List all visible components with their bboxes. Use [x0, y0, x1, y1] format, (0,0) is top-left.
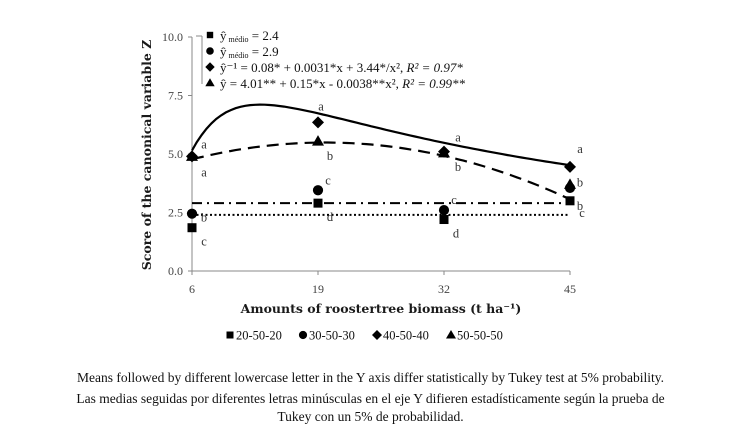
equation-marker-square: [206, 31, 214, 39]
legend-label: 20-50-20: [236, 329, 282, 343]
y-tick-label: 10.0: [162, 30, 183, 44]
legend-marker-square: [226, 331, 234, 339]
significance-letter: a: [201, 165, 207, 179]
fit-lines: [191, 103, 571, 216]
significance-letter: b: [327, 149, 333, 163]
data-point-50-50-50: [312, 135, 324, 146]
data-point-30-50-30: [186, 208, 198, 219]
significance-letter: a: [201, 137, 207, 151]
significance-letter: a: [455, 131, 461, 145]
equation-text: ŷ médio = 2.4: [220, 28, 279, 44]
legend-item-30-50-30: 30-50-30: [298, 329, 355, 343]
data-point-40-50-40: [564, 160, 576, 173]
equation-marker-circle: [206, 47, 214, 55]
legend-label: 50-50-50: [457, 329, 503, 343]
y-tick-label: 0.0: [168, 264, 183, 278]
equation-marker-diamond: [205, 62, 215, 72]
data-point-30-50-30: [312, 185, 324, 196]
fit-line-50-50-50: [191, 141, 571, 201]
legend-label: 40-50-40: [383, 329, 429, 343]
equation-text: ŷ = 4.01** + 0.15*x - 0.0038**x², R² = 0…: [220, 76, 466, 91]
legend-item-50-50-50: 50-50-50: [446, 329, 503, 343]
significance-letter: b: [201, 211, 207, 225]
legend-marker-diamond: [372, 330, 382, 340]
significance-letter: d: [327, 210, 334, 224]
axes: 0.0 2.5 5.0 7.5 10.0 6 19 32 45: [162, 30, 576, 296]
legend-item-40-50-40: 40-50-40: [372, 329, 429, 343]
legend-marker-circle: [298, 330, 308, 340]
caption-english: Means followed by different lowercase le…: [77, 370, 664, 385]
caption-spanish: Las medias seguidas por diferentes letra…: [0, 390, 741, 426]
caption-spanish-line1: Las medias seguidas por diferentes letra…: [76, 391, 665, 406]
equation-marker-triangle: [205, 78, 215, 87]
x-tick-label: 32: [438, 282, 450, 296]
data-point-20-50-20: [313, 198, 323, 208]
significance-letter: c: [579, 206, 585, 220]
legend-marker-triangle: [446, 330, 456, 339]
data-point-20-50-20: [565, 196, 575, 206]
significance-letter: b: [577, 175, 583, 189]
data-point-50-50-50: [186, 150, 198, 161]
data-point-50-50-50: [564, 178, 576, 189]
caption-spanish-line2: Tukey con un 5% de probabilidad.: [277, 409, 464, 424]
y-tick-label: 2.5: [168, 206, 183, 220]
significance-letter: a: [318, 99, 324, 113]
significance-letter: b: [455, 160, 461, 174]
fit-line-40-50-40: [191, 103, 571, 167]
data-point-20-50-20: [439, 215, 449, 225]
y-axis-title: Score of the canonical variable Z: [139, 40, 154, 271]
significance-letter: c: [201, 235, 207, 249]
series-legend: 20-50-20 30-50-30 40-50-40 50-50-50: [226, 329, 503, 343]
significance-letter: a: [577, 142, 583, 156]
legend-item-20-50-20: 20-50-20: [226, 329, 282, 343]
significance-letter: b: [577, 199, 583, 213]
data-point-20-50-20: [187, 223, 197, 233]
legend-label: 30-50-30: [309, 329, 355, 343]
data-point-40-50-40: [312, 116, 324, 129]
x-tick-label: 19: [312, 282, 324, 296]
data-point-30-50-30: [438, 205, 450, 216]
data-point-50-50-50: [438, 146, 450, 158]
y-tick-label: 5.0: [168, 147, 183, 161]
x-tick-label: 45: [564, 282, 576, 296]
equation-text: ŷ médio = 2.9: [220, 44, 279, 60]
data-markers: [186, 116, 576, 233]
equation-legend: ŷ médio = 2.4ŷ médio = 2.9ŷ⁻¹ = 0.08* + 0.…: [196, 28, 466, 91]
significance-letter: d: [453, 227, 460, 241]
y-tick-label: 7.5: [168, 89, 183, 103]
x-axis-title: Amounts of roostertree biomass (t ha⁻¹): [240, 301, 522, 316]
x-tick-label: 6: [189, 282, 195, 296]
equation-text: ŷ⁻¹ = 0.08* + 0.0031*x + 3.44*/x², R² = …: [220, 60, 463, 75]
significance-letter: c: [325, 173, 331, 187]
significance-letter: c: [451, 193, 457, 207]
